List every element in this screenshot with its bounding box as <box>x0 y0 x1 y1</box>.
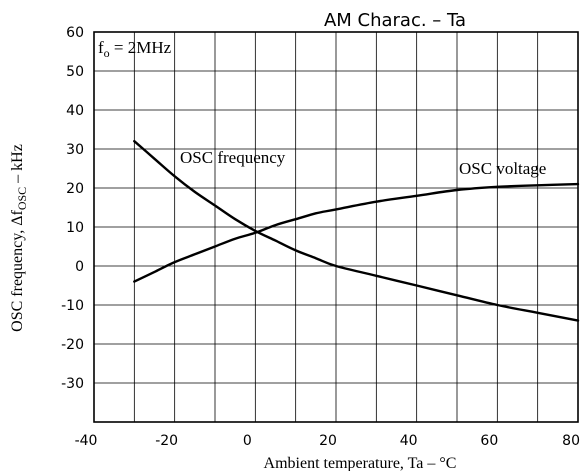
x-tick-label: 60 <box>480 433 498 449</box>
y-tick-label: 50 <box>66 64 84 80</box>
y-tick-label: -20 <box>61 337 84 353</box>
y-tick-label: 10 <box>66 220 84 236</box>
y-tick-label: 20 <box>66 181 84 197</box>
x-tick-label: 40 <box>400 433 418 449</box>
x-tick-label: -40 <box>75 433 98 449</box>
y-axis-label-main: OSC frequency, Δf <box>9 210 26 332</box>
y-tick-label: -10 <box>61 298 84 314</box>
annotation-f: f <box>98 38 104 57</box>
y-tick-labels: 60 50 40 30 20 10 0 -10 -20 -30 <box>61 25 84 392</box>
y-axis-label: OSC frequency, ΔfOSC – kHz <box>9 144 29 332</box>
x-tick-label: 20 <box>319 433 337 449</box>
y-axis-label-unit: – kHz <box>9 144 26 187</box>
x-tick-label: 80 <box>562 433 580 449</box>
plot-frame <box>93 31 579 423</box>
y-tick-label: -30 <box>61 376 84 392</box>
chart-title: AM Charac. – Ta <box>324 10 466 31</box>
y-tick-label: 30 <box>66 142 84 158</box>
condition-annotation: fo = 2MHz <box>98 38 172 60</box>
y-tick-label: 40 <box>66 103 84 119</box>
curves <box>133 140 580 322</box>
grid <box>94 32 578 422</box>
series-osc-voltage <box>133 182 580 283</box>
annotation-rest: = 2MHz <box>110 38 172 57</box>
annotation-sub: o <box>104 46 110 60</box>
series-label-osc-voltage: OSC voltage <box>459 159 546 178</box>
x-tick-label: 0 <box>243 433 252 449</box>
x-axis-label: Ambient temperature, Ta – °C <box>264 455 457 471</box>
y-tick-label: 0 <box>75 259 84 275</box>
x-tick-labels: -40 -20 0 20 40 60 80 <box>75 433 580 449</box>
x-tick-label: -20 <box>155 433 178 449</box>
series-label-osc-frequency: OSC frequency <box>180 148 286 167</box>
y-tick-label: 60 <box>66 25 84 41</box>
y-axis-label-sub: OSC <box>15 187 29 210</box>
series-osc-frequency <box>133 140 580 322</box>
